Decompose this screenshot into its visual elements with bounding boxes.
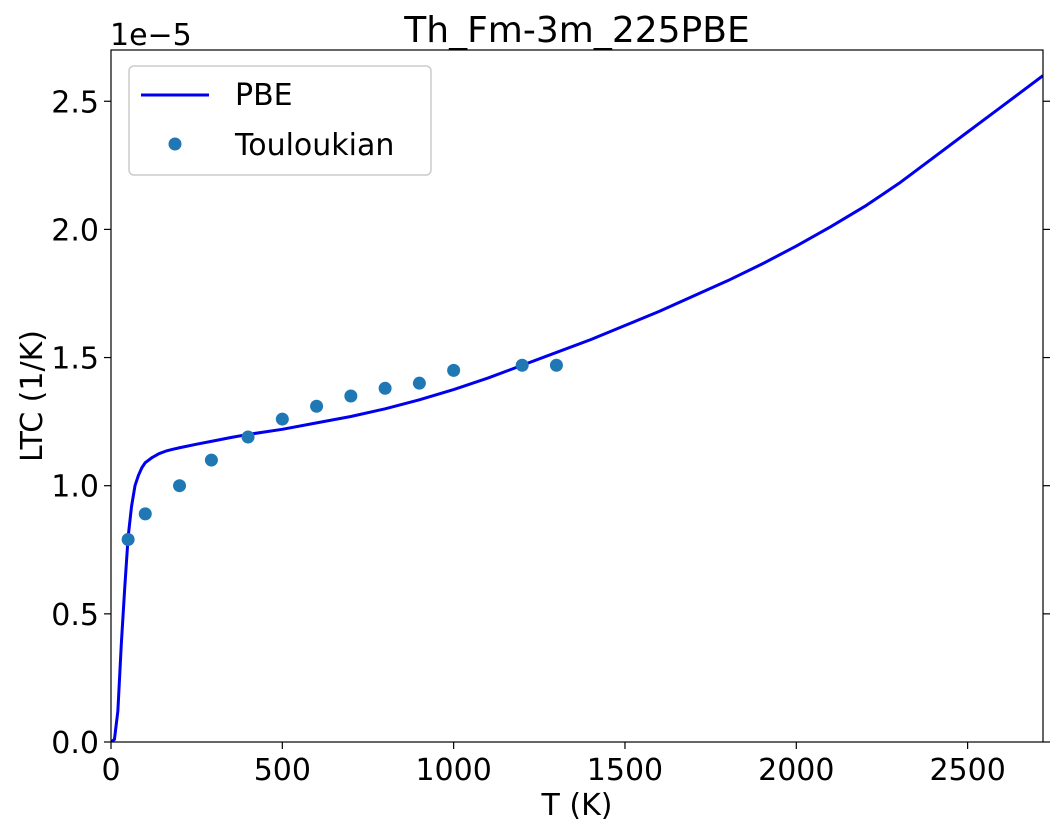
y-tick-label: 1.5 <box>51 342 99 377</box>
legend: PBE Touloukian <box>128 65 432 176</box>
axis-ticks: 0 500 1000 1500 2000 2500 0.0 0.5 1.0 1.5 2.0 2.5 <box>51 85 1050 788</box>
x-axis-label: T (K) <box>541 788 613 823</box>
data-point-touloukian <box>515 358 529 372</box>
x-tick-label: 2500 <box>929 753 1005 788</box>
data-point-touloukian <box>549 358 563 372</box>
data-point-touloukian <box>310 399 324 413</box>
legend-label-pbe: PBE <box>235 78 293 113</box>
data-point-touloukian <box>121 533 135 547</box>
data-point-touloukian <box>173 479 187 493</box>
data-point-touloukian <box>412 376 426 390</box>
legend-label-touloukian: Touloukian <box>234 128 394 163</box>
data-point-touloukian <box>138 507 152 521</box>
legend-marker-touloukian <box>168 137 182 151</box>
y-tick-label: 0.0 <box>51 726 99 761</box>
y-tick-label: 2.0 <box>51 213 99 248</box>
data-point-touloukian <box>378 381 392 395</box>
plot-area <box>111 74 1043 742</box>
plot-frame <box>110 49 1044 743</box>
data-point-touloukian <box>204 453 218 467</box>
y-tick-label: 0.5 <box>51 598 99 633</box>
y-offset-label: 1e−5 <box>110 18 192 53</box>
series-line-pbe <box>111 74 1043 742</box>
data-point-touloukian <box>275 412 289 426</box>
chart-title: Th_Fm-3m_225PBE <box>403 10 749 51</box>
legend-box <box>128 65 432 176</box>
y-tick-label: 1.0 <box>51 470 99 505</box>
data-point-touloukian <box>447 363 461 377</box>
x-tick-label: 2000 <box>758 753 834 788</box>
x-tick-label: 0 <box>101 753 120 788</box>
y-tick-label: 2.5 <box>51 85 99 120</box>
y-axis-label: LTC (1/K) <box>15 330 50 462</box>
x-tick-label: 500 <box>254 753 311 788</box>
x-tick-label: 1500 <box>587 753 663 788</box>
x-tick-label: 1000 <box>415 753 491 788</box>
data-point-touloukian <box>344 389 358 403</box>
data-point-touloukian <box>241 430 255 444</box>
